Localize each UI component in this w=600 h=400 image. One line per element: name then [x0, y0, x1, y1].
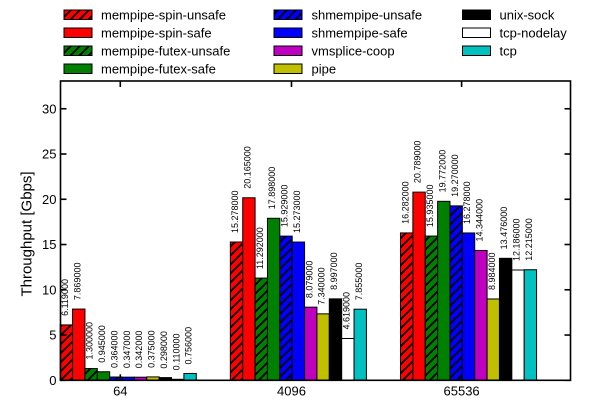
- svg-text:0.945000: 0.945000: [97, 325, 107, 363]
- svg-text:4.619000: 4.619000: [341, 292, 351, 330]
- svg-text:7.855000: 7.855000: [354, 263, 364, 301]
- svg-text:16.278000: 16.278000: [462, 181, 472, 224]
- svg-text:0.347000: 0.347000: [122, 331, 132, 369]
- svg-text:8.984000: 8.984000: [487, 252, 497, 290]
- svg-text:7.340000: 7.340000: [317, 267, 327, 305]
- svg-text:19.772000: 19.772000: [437, 150, 447, 193]
- svg-text:tcp-nodelay: tcp-nodelay: [500, 25, 568, 40]
- svg-text:20: 20: [42, 192, 56, 207]
- svg-text:10: 10: [42, 282, 56, 297]
- svg-text:15.273000: 15.273000: [292, 191, 302, 234]
- svg-text:8.079000: 8.079000: [304, 261, 314, 299]
- svg-text:mempipe-spin-unsafe: mempipe-spin-unsafe: [101, 7, 226, 22]
- svg-text:15.935000: 15.935000: [425, 185, 435, 228]
- svg-text:11.292000: 11.292000: [255, 227, 265, 269]
- svg-text:15: 15: [42, 237, 56, 252]
- svg-text:0.342000: 0.342000: [134, 331, 144, 369]
- svg-text:mempipe-futex-safe: mempipe-futex-safe: [101, 61, 216, 76]
- svg-text:12.215000: 12.215000: [524, 218, 534, 261]
- svg-text:13.476000: 13.476000: [499, 207, 509, 250]
- svg-text:4096: 4096: [277, 384, 306, 399]
- svg-text:shmempipe-unsafe: shmempipe-unsafe: [312, 7, 423, 22]
- svg-text:17.898000: 17.898000: [267, 167, 277, 210]
- svg-text:15.278000: 15.278000: [230, 190, 240, 233]
- svg-text:25: 25: [42, 147, 56, 162]
- svg-text:20.789000: 20.789000: [413, 141, 423, 184]
- svg-text:8.997000: 8.997000: [329, 252, 339, 290]
- svg-text:0.298000: 0.298000: [159, 331, 169, 369]
- svg-text:pipe: pipe: [312, 61, 337, 76]
- svg-text:65536: 65536: [444, 384, 480, 399]
- svg-text:15.929000: 15.929000: [280, 185, 290, 228]
- svg-text:6.119000: 6.119000: [60, 279, 70, 316]
- svg-text:19.270000: 19.270000: [450, 154, 460, 197]
- svg-text:5: 5: [49, 328, 56, 343]
- svg-text:Throughput [Gbps]: Throughput [Gbps]: [19, 171, 36, 296]
- svg-text:64: 64: [113, 384, 127, 399]
- svg-text:12.186000: 12.186000: [512, 218, 522, 261]
- svg-text:mempipe-futex-unsafe: mempipe-futex-unsafe: [101, 43, 230, 58]
- svg-text:0.375000: 0.375000: [147, 330, 157, 368]
- svg-text:0.110000: 0.110000: [171, 333, 181, 370]
- svg-text:mempipe-spin-safe: mempipe-spin-safe: [101, 25, 212, 40]
- svg-text:0.756000: 0.756000: [184, 327, 194, 365]
- svg-text:7.869000: 7.869000: [72, 263, 82, 301]
- svg-text:1.300000: 1.300000: [85, 322, 95, 360]
- svg-text:vmsplice-coop: vmsplice-coop: [312, 43, 395, 58]
- svg-text:tcp: tcp: [500, 43, 517, 58]
- svg-text:unix-sock: unix-sock: [500, 7, 555, 22]
- svg-text:0: 0: [49, 373, 56, 388]
- svg-text:14.344000: 14.344000: [475, 199, 485, 242]
- svg-text:20.165000: 20.165000: [243, 146, 253, 189]
- svg-text:0.364000: 0.364000: [109, 330, 119, 368]
- svg-text:shmempipe-safe: shmempipe-safe: [312, 25, 408, 40]
- svg-text:30: 30: [42, 101, 56, 116]
- svg-text:16.282000: 16.282000: [400, 181, 410, 224]
